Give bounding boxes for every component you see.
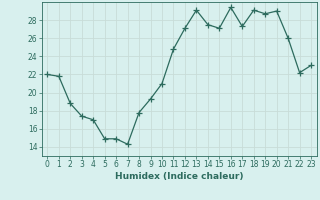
- X-axis label: Humidex (Indice chaleur): Humidex (Indice chaleur): [115, 172, 244, 181]
